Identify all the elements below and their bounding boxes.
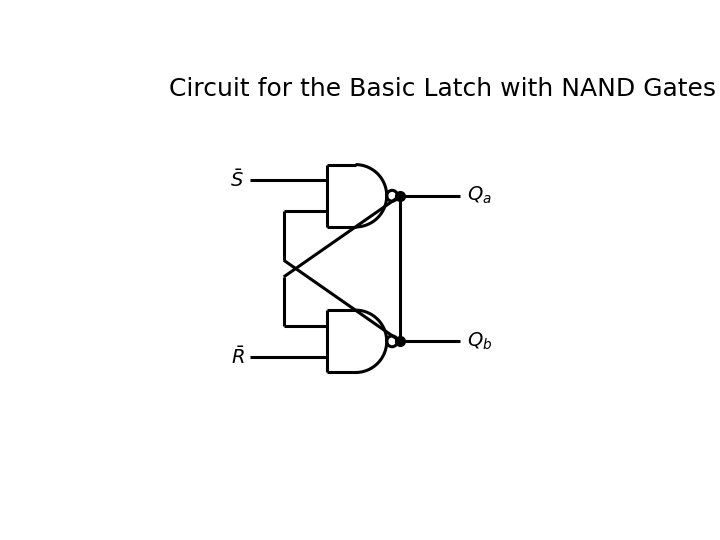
- Text: $Q_a$: $Q_a$: [467, 185, 492, 206]
- Text: $\bar{S}$: $\bar{S}$: [230, 169, 244, 191]
- Text: $Q_b$: $Q_b$: [467, 330, 492, 352]
- Text: Circuit for the Basic Latch with NAND Gates: Circuit for the Basic Latch with NAND Ga…: [169, 77, 716, 102]
- Text: $\bar{R}$: $\bar{R}$: [230, 346, 244, 368]
